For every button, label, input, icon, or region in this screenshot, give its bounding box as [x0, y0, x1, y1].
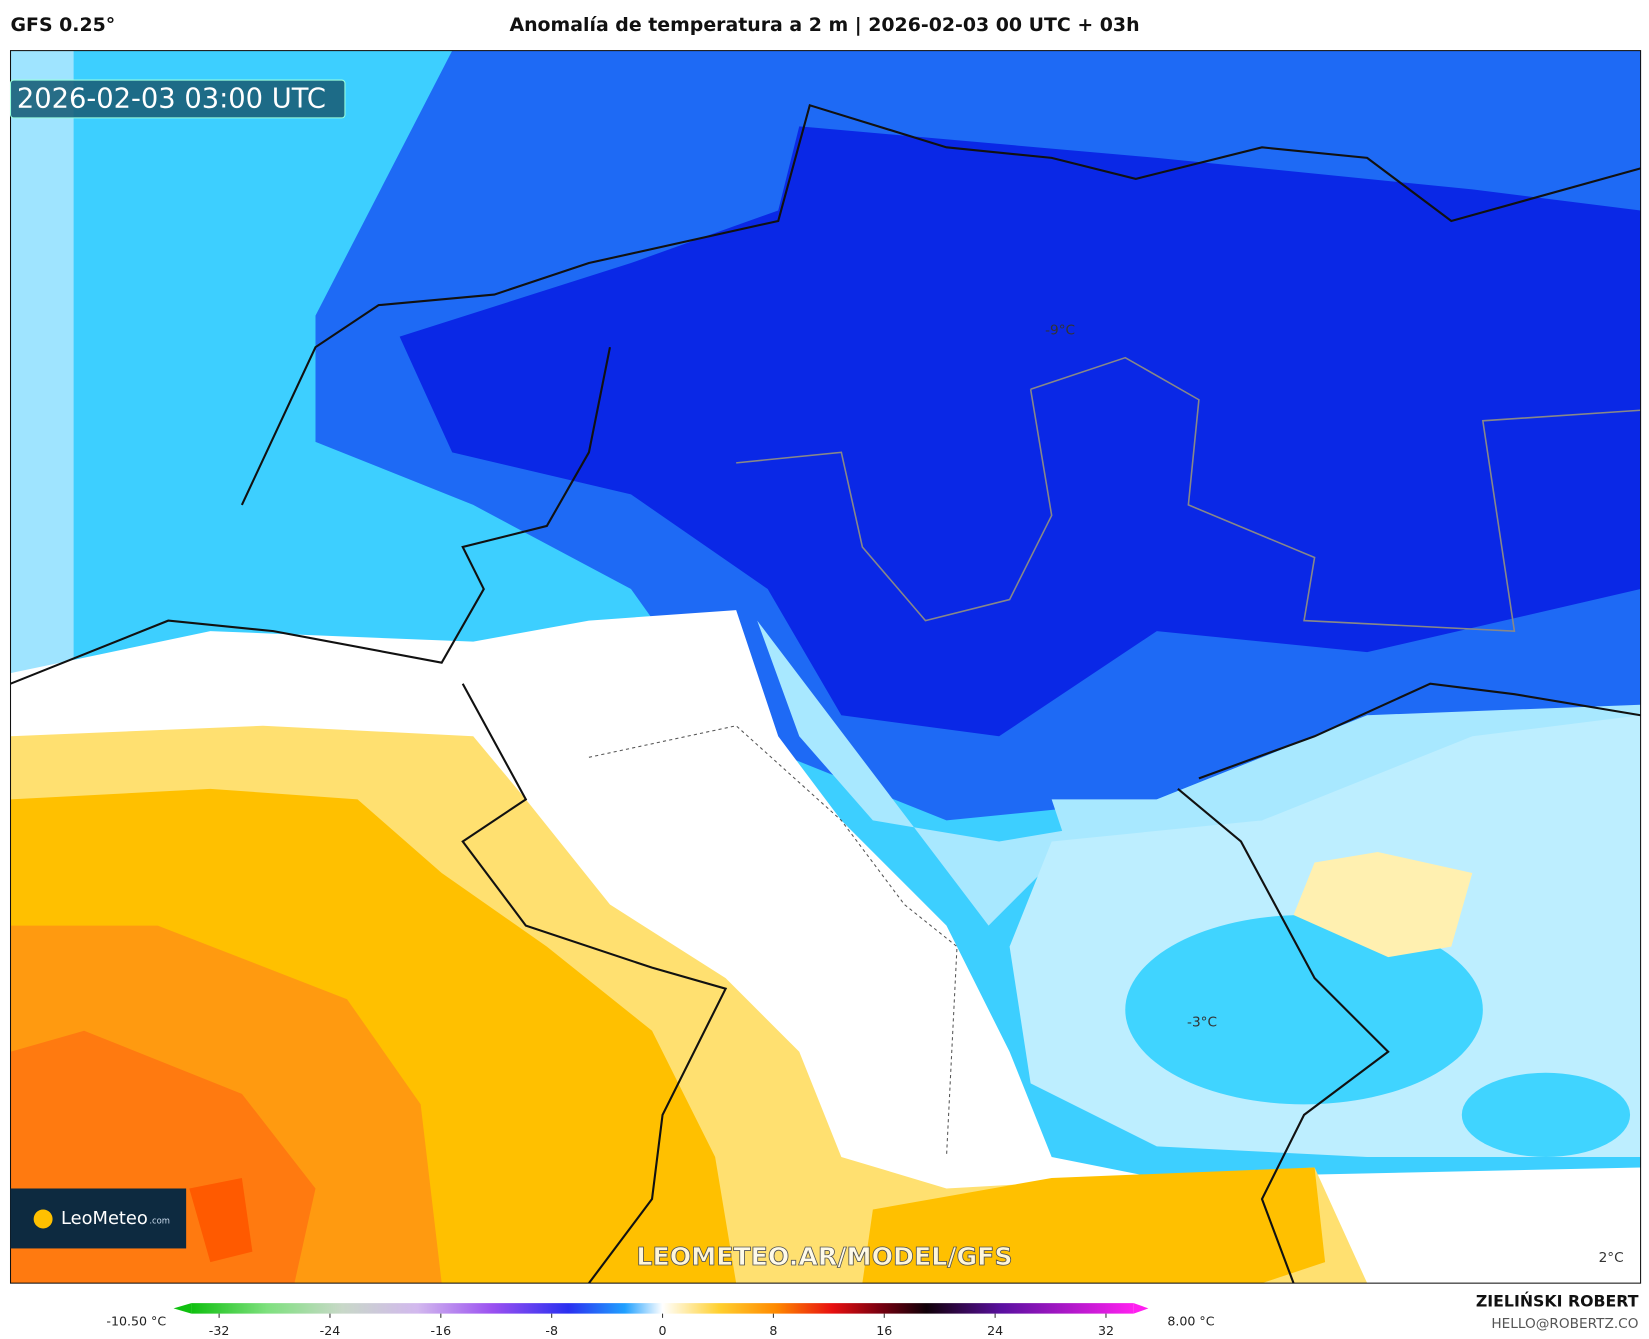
- border: [1198, 682, 1641, 780]
- colorbar: -10.50 °C 8.00 °C -32 -24 -16 -8 0 8 16 24 32: [106, 1303, 1215, 1338]
- field-red-orange: [189, 1177, 253, 1263]
- logo-suffix: .com: [149, 1216, 170, 1226]
- colorbar-tick-label: -24: [320, 1323, 341, 1338]
- colorbar-tick-label: 24: [987, 1323, 1003, 1338]
- watermark: LEOMETEO.AR/MODEL/GFS: [636, 1242, 1012, 1271]
- colorbar-tick-label: 32: [1098, 1323, 1114, 1338]
- colorbar-extend-low: [173, 1303, 192, 1314]
- contour-label: 2°C: [1599, 1250, 1624, 1266]
- anomaly-field: [10, 50, 1641, 1284]
- colorbar-tick-label: 16: [876, 1323, 892, 1338]
- colorbar-max-label: 8.00 °C: [1167, 1314, 1214, 1329]
- valid-time: 2026-02-03 03:00 UTC: [17, 84, 326, 115]
- colorbar-gradient: [191, 1303, 1134, 1314]
- field-light: [10, 50, 74, 682]
- field-cyan: [1125, 915, 1483, 1105]
- logo-sun: [33, 1209, 53, 1229]
- colorbar-min-label: -10.50 °C: [106, 1314, 166, 1329]
- field-pale-blue: [757, 620, 1641, 926]
- border: [461, 683, 728, 1284]
- field-deep-blue: [399, 126, 1641, 737]
- author: ZIELIŃSKI ROBERT: [1476, 1292, 1639, 1311]
- colorbar-tick-label: -32: [209, 1323, 230, 1338]
- coastline: [240, 103, 1641, 506]
- field-gold-alps: [862, 1167, 1326, 1284]
- border: [1177, 788, 1390, 1284]
- contour-label: -9°C: [1045, 322, 1075, 338]
- field-pale-yellow: [1293, 851, 1473, 958]
- colorbar-tick-label: -16: [431, 1323, 452, 1338]
- colorbar-tick-label: 0: [659, 1323, 667, 1338]
- border: [10, 346, 611, 685]
- contact: HELLO@ROBERTZ.CO: [1491, 1316, 1638, 1332]
- logo-name: LeoMeteo: [61, 1208, 148, 1229]
- map-frame: [9, 50, 1642, 1284]
- field-cyan-2: [1461, 1072, 1631, 1157]
- contour-label: -3°C: [1187, 1014, 1217, 1030]
- state-border: [736, 389, 1053, 622]
- region-line: [588, 725, 958, 1157]
- model-label: GFS 0.25°: [11, 14, 116, 36]
- colorbar-tick-label: -8: [545, 1323, 558, 1338]
- colorbar-extend-high: [1133, 1303, 1149, 1314]
- state-border: [1030, 356, 1641, 632]
- valid-time-box: [9, 79, 346, 119]
- map-title: Anomalía de temperatura a 2 m | 2026-02-…: [509, 14, 1139, 36]
- colorbar-tick-label: 8: [769, 1323, 777, 1338]
